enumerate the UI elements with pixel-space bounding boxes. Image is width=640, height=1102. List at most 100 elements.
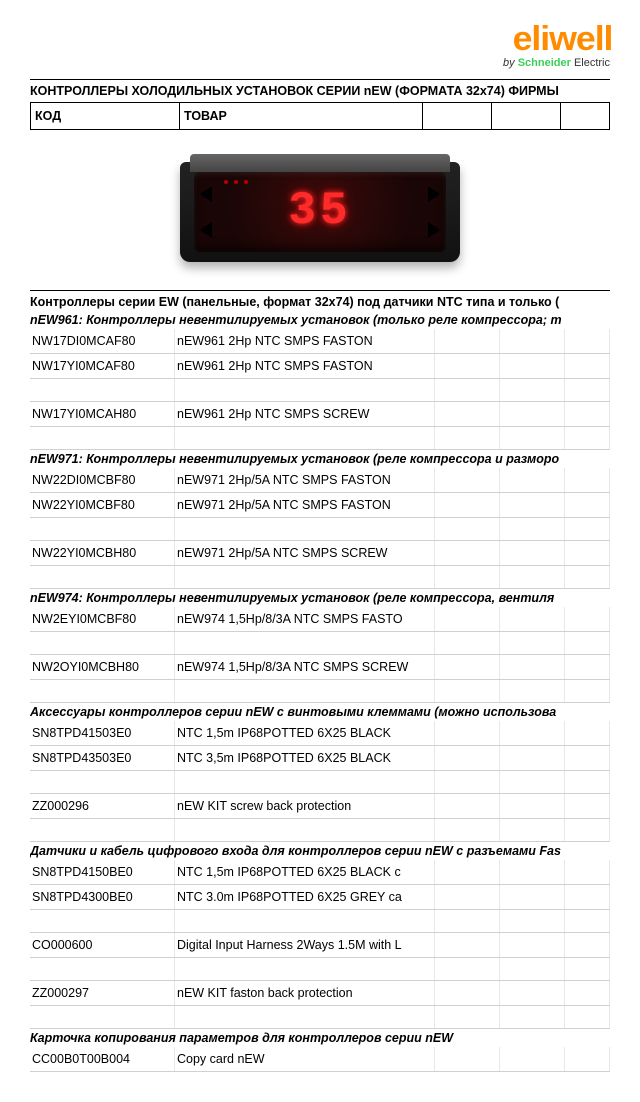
cell-description: Digital Input Harness 2Ways 1.5M with L	[175, 933, 435, 958]
empty-cell	[435, 379, 500, 402]
product-rows-table: NW17DI0MCAF80nEW961 2Hp NTC SMPS FASTONN…	[30, 329, 610, 450]
cell-spare	[565, 402, 610, 427]
empty-cell	[30, 566, 175, 589]
empty-cell	[175, 1006, 435, 1029]
cell-description: nEW961 2Hp NTC SMPS SCREW	[175, 402, 435, 427]
cell-spare	[565, 541, 610, 566]
table-row	[30, 680, 610, 703]
table-row: NW2OYI0MCBH80nEW974 1,5Hp/8/3A NTC SMPS …	[30, 655, 610, 680]
led-indicator-icon	[224, 180, 228, 184]
empty-cell	[30, 910, 175, 933]
table-row: SN8TPD4300BE0NTC 3.0m IP68POTTED 6X25 GR…	[30, 885, 610, 910]
table-row: ZZ000297nEW KIT faston back protection	[30, 981, 610, 1006]
cell-spare	[435, 354, 500, 379]
product-rows-table: SN8TPD4150BE0NTC 1,5m IP68POTTED 6X25 BL…	[30, 860, 610, 1029]
empty-cell	[500, 1006, 565, 1029]
cell-spare	[500, 402, 565, 427]
header-spare-1	[423, 103, 492, 130]
empty-cell	[435, 518, 500, 541]
empty-cell	[435, 910, 500, 933]
empty-cell	[175, 379, 435, 402]
cell-description: nEW971 2Hp/5A NTC SMPS SCREW	[175, 541, 435, 566]
cell-spare	[565, 493, 610, 518]
table-row	[30, 518, 610, 541]
cell-spare	[565, 860, 610, 885]
empty-cell	[500, 427, 565, 450]
empty-cell	[175, 910, 435, 933]
cell-spare	[500, 933, 565, 958]
nav-down-left-icon	[200, 222, 212, 238]
column-header-row: КОД ТОВАР	[30, 103, 610, 130]
header-product: ТОВАР	[180, 103, 423, 130]
cell-code: NW22DI0MCBF80	[30, 468, 175, 493]
cell-code: SN8TPD4300BE0	[30, 885, 175, 910]
empty-cell	[500, 958, 565, 981]
cell-code: CO000600	[30, 933, 175, 958]
document-page: eliwell by Schneider Electric КОНТРОЛЛЕР…	[0, 0, 640, 1102]
group-subheading: Карточка копирования параметров для конт…	[30, 1029, 610, 1047]
empty-cell	[30, 518, 175, 541]
product-rows-table: SN8TPD41503E0NTC 1,5m IP68POTTED 6X25 BL…	[30, 721, 610, 842]
empty-cell	[565, 680, 610, 703]
cell-description: nEW974 1,5Hp/8/3A NTC SMPS SCREW	[175, 655, 435, 680]
cell-code: ZZ000297	[30, 981, 175, 1006]
product-rows-table: NW2EYI0MCBF80nEW974 1,5Hp/8/3A NTC SMPS …	[30, 607, 610, 703]
empty-cell	[435, 566, 500, 589]
cell-spare	[435, 721, 500, 746]
cell-spare	[500, 721, 565, 746]
table-row: NW17YI0MCAF80nEW961 2Hp NTC SMPS FASTON	[30, 354, 610, 379]
cell-code: CC00B0T00B004	[30, 1047, 175, 1072]
cell-spare	[435, 468, 500, 493]
table-row	[30, 819, 610, 842]
cell-description: nEW961 2Hp NTC SMPS FASTON	[175, 329, 435, 354]
sections-container: Контроллеры серии EW (панельные, формат …	[30, 290, 610, 1072]
empty-cell	[30, 819, 175, 842]
empty-cell	[565, 1006, 610, 1029]
cell-description: nEW KIT faston back protection	[175, 981, 435, 1006]
empty-cell	[30, 958, 175, 981]
empty-cell	[175, 518, 435, 541]
empty-cell	[30, 1006, 175, 1029]
product-rows-table: NW22DI0MCBF80nEW971 2Hp/5A NTC SMPS FAST…	[30, 468, 610, 589]
table-row: SN8TPD4150BE0NTC 1,5m IP68POTTED 6X25 BL…	[30, 860, 610, 885]
cell-spare	[500, 860, 565, 885]
empty-cell	[500, 632, 565, 655]
empty-cell	[435, 632, 500, 655]
table-row	[30, 1006, 610, 1029]
empty-cell	[565, 910, 610, 933]
empty-cell	[500, 819, 565, 842]
group-subheading: nEW961: Контроллеры невентилируемых уста…	[30, 311, 610, 329]
cell-spare	[435, 746, 500, 771]
empty-cell	[435, 680, 500, 703]
empty-cell	[435, 427, 500, 450]
empty-cell	[565, 771, 610, 794]
cell-spare	[565, 468, 610, 493]
cell-spare	[565, 933, 610, 958]
table-row: NW2EYI0MCBF80nEW974 1,5Hp/8/3A NTC SMPS …	[30, 607, 610, 632]
cell-spare	[565, 981, 610, 1006]
cell-code: NW17DI0MCAF80	[30, 329, 175, 354]
cell-description: NTC 3,5m IP68POTTED 6X25 BLACK	[175, 746, 435, 771]
table-row	[30, 632, 610, 655]
cell-spare	[565, 1047, 610, 1072]
empty-cell	[435, 771, 500, 794]
product-rows-table: CC00B0T00B004Copy card nEW	[30, 1047, 610, 1072]
group-subheading: nEW971: Контроллеры невентилируемых уста…	[30, 450, 610, 468]
table-row	[30, 958, 610, 981]
cell-spare	[500, 354, 565, 379]
cell-code: SN8TPD4150BE0	[30, 860, 175, 885]
header-spare-3	[561, 103, 610, 130]
table-row	[30, 566, 610, 589]
brand-logo-block: eliwell by Schneider Electric	[30, 20, 610, 69]
controller-chassis-icon: 35	[180, 162, 460, 262]
cell-description: nEW971 2Hp/5A NTC SMPS FASTON	[175, 493, 435, 518]
cell-code: ZZ000296	[30, 794, 175, 819]
empty-cell	[30, 632, 175, 655]
table-row: NW22YI0MCBH80nEW971 2Hp/5A NTC SMPS SCRE…	[30, 541, 610, 566]
cell-spare	[435, 794, 500, 819]
empty-cell	[565, 379, 610, 402]
nav-up-right-icon	[428, 186, 440, 202]
product-image: 35	[30, 142, 610, 282]
empty-cell	[175, 819, 435, 842]
empty-cell	[500, 771, 565, 794]
